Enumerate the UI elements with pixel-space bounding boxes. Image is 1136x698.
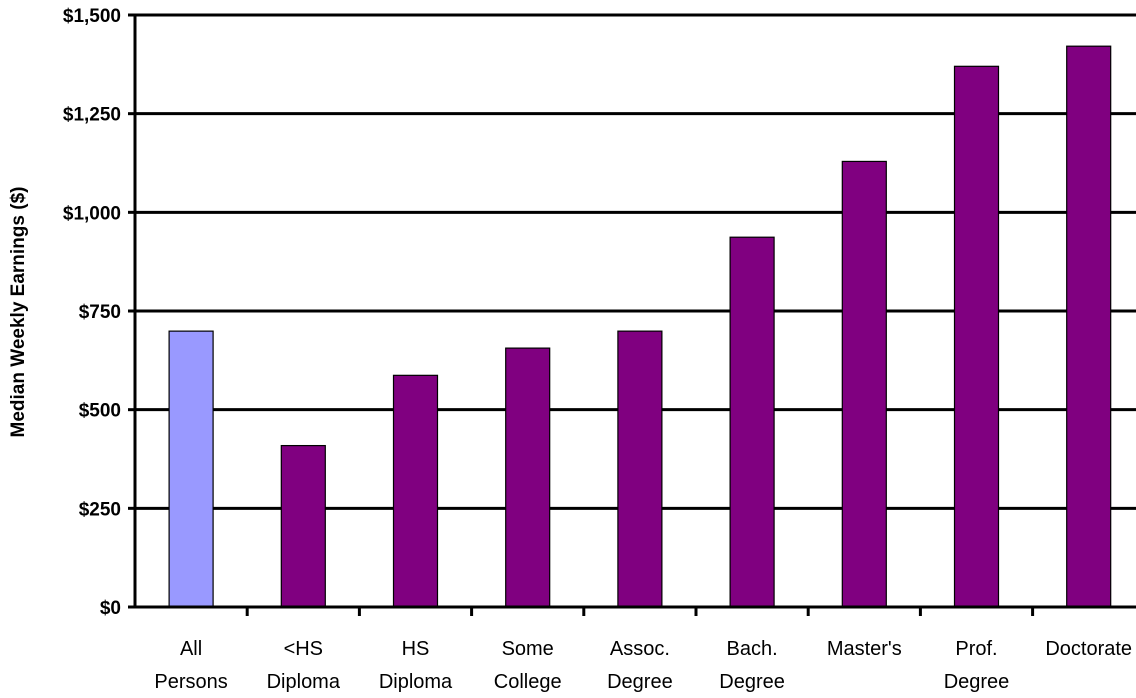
bar (168, 330, 214, 608)
bar (953, 65, 1000, 608)
x-tick-label: Doctorate (1045, 638, 1132, 660)
x-tick-label: <HS Diploma (267, 638, 341, 693)
y-axis-title: Median Weekly Earnings ($) (8, 187, 29, 438)
y-tick-label: $1,250 (63, 105, 121, 126)
y-tick-label: $1,500 (63, 6, 121, 27)
x-tick-label: Some College (494, 638, 562, 693)
y-tick-label: $250 (79, 499, 121, 520)
x-tick-label: Master's (827, 638, 902, 660)
x-tick-label: Prof. Degree (944, 638, 1010, 693)
y-tick-label: $0 (100, 598, 121, 619)
x-tick-label: Assoc. Degree (607, 638, 673, 693)
y-tick-label: $500 (79, 401, 121, 422)
bar (392, 374, 439, 608)
x-tick-labels: All Persons <HS Diploma HS Diploma Some College… (154, 638, 1132, 693)
x-tick-label: All Persons (154, 638, 227, 693)
bar (841, 160, 887, 608)
bar (505, 347, 551, 608)
y-tick-label: $750 (79, 302, 121, 323)
bar (617, 330, 663, 608)
y-tick-labels: $0 $250 $500 $750 $1,000 $1,250 $1,500 (63, 6, 121, 619)
axes (128, 13, 1136, 616)
y-tick-label: $1,000 (63, 203, 121, 224)
bar (729, 236, 775, 608)
bar (280, 444, 326, 608)
bar (1066, 45, 1112, 608)
x-tick-label: HS Diploma (379, 638, 453, 693)
x-tick-label: Bach. Degree (719, 638, 785, 693)
bars (168, 45, 1112, 608)
